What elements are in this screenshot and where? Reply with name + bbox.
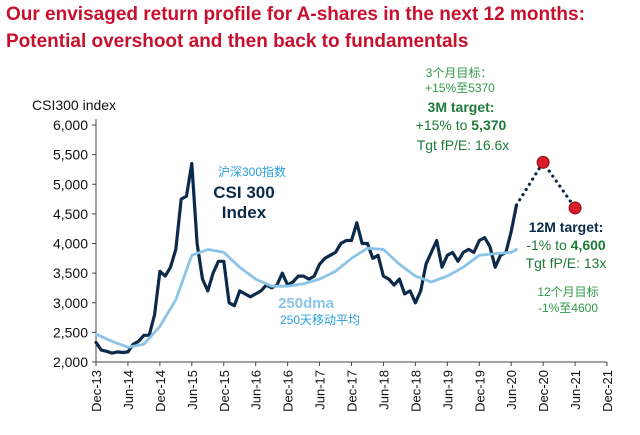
target-3m-point (536, 155, 550, 169)
y-tick-label: 2,500 (53, 324, 88, 340)
moving-average-250dma-line (94, 246, 518, 349)
x-tick-label: Jun-14 (121, 370, 136, 410)
x-tick-label: Jun-21 (568, 370, 583, 410)
dma-label-cn: 250天移动平均 (280, 313, 360, 327)
y-tick-label: 5,000 (53, 176, 88, 192)
target-3m-line2: +15% to 5,370 (416, 117, 507, 133)
csi300-label-line2: Index (222, 203, 267, 222)
x-tick-label: Dec-17 (345, 370, 360, 412)
y-axis-label: CSI300 index (32, 97, 116, 113)
chart-title-line-1: Our envisaged return profile for A-share… (6, 4, 585, 25)
x-tick-label: Dec-18 (408, 370, 423, 412)
y-tick-label: 2,000 (53, 354, 88, 370)
csi300-label-cn: 沪深300指数 (218, 164, 286, 179)
target-12m-point (568, 201, 582, 215)
dma-label-en: 250dma (278, 295, 335, 312)
y-tick-label: 3,500 (53, 265, 88, 281)
target-3m-label-cn-1: 3个月目标： (426, 66, 493, 80)
x-tick-label: Dec-16 (281, 370, 296, 412)
target-12m-level: 4,600 (571, 237, 606, 253)
target-12m-change: -1% to (526, 237, 570, 253)
target-3m-pe: Tgt fP/E: 16.6x (417, 137, 510, 153)
x-tick-label: Jun-15 (185, 370, 200, 410)
x-tick-label: Dec-21 (600, 370, 615, 412)
x-tick-label: Dec-13 (89, 370, 104, 412)
x-tick-label: Dec-14 (153, 370, 168, 412)
target-12m-title: 12M target: (529, 219, 604, 235)
y-tick-label: 5,500 (53, 147, 88, 163)
target-12m-line2: -1% to 4,600 (526, 237, 606, 253)
y-tick-label: 4,500 (53, 206, 88, 222)
x-tick-label: Dec-20 (536, 370, 551, 412)
target-12m-label-cn-2: -1%至4600 (538, 301, 598, 315)
target-3m-level: 5,370 (471, 117, 506, 133)
target-12m-pe: Tgt fP/E: 13x (526, 255, 607, 271)
x-tick-label: Dec-15 (217, 370, 232, 412)
chart-title-line-2: Potential overshoot and then back to fun… (6, 31, 469, 52)
x-tick-label: Jun-20 (504, 370, 519, 410)
target-12m-label-cn-1: 12个月目标 (537, 285, 598, 299)
csi300-index-line (94, 161, 519, 355)
x-tick-label: Jun-18 (376, 370, 391, 410)
target-3m-label-cn-2: +15%至5370 (425, 81, 495, 95)
target-3m-change: +15% to (416, 117, 472, 133)
y-tick-label: 4,000 (53, 236, 88, 252)
csi300-label-line1: CSI 300 (213, 183, 274, 202)
target-3m-title: 3M target: (428, 99, 495, 115)
y-tick-label: 3,000 (53, 295, 88, 311)
projection-dotted-line (514, 159, 577, 210)
y-tick-label: 6,000 (53, 117, 88, 133)
x-tick-label: Jun-19 (440, 370, 455, 410)
x-tick-label: Jun-16 (249, 370, 264, 410)
x-tick-label: Jun-17 (313, 370, 328, 410)
x-tick-label: Dec-19 (472, 370, 487, 412)
